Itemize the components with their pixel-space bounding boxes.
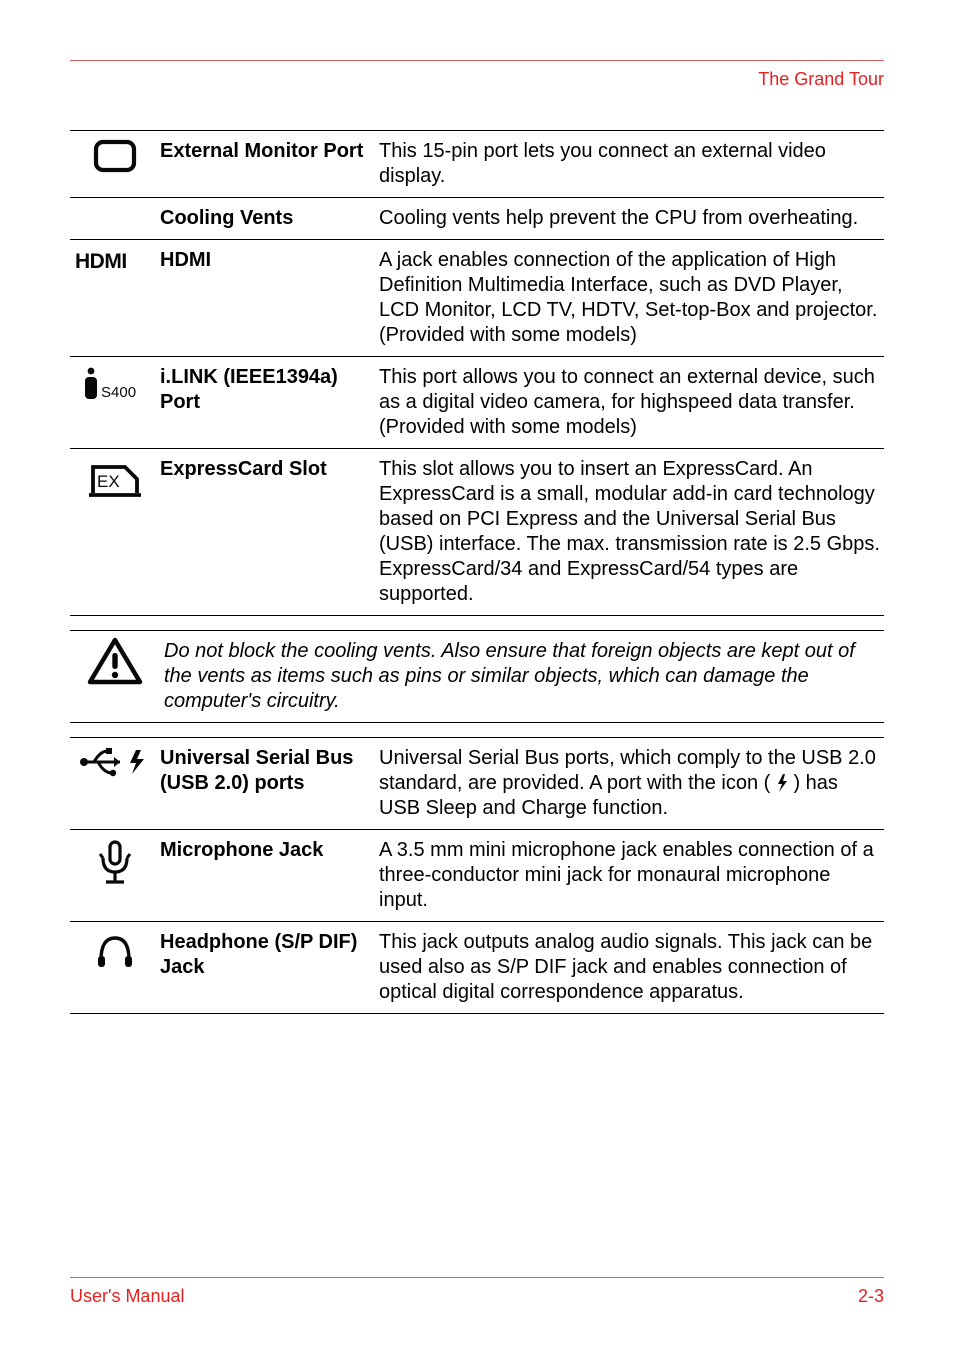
footer-right: 2-3 <box>858 1286 884 1307</box>
table-row: Universal Serial Bus (USB 2.0) ports Uni… <box>70 737 884 829</box>
svg-text:S400: S400 <box>101 384 136 401</box>
page-footer: User's Manual 2-3 <box>70 1277 884 1307</box>
bolt-inline-icon <box>776 774 788 792</box>
row-label: HDMI <box>160 240 375 281</box>
row-desc: Universal Serial Bus ports, which comply… <box>375 738 884 829</box>
row-label: Cooling Vents <box>160 198 375 239</box>
bottom-table: Universal Serial Bus (USB 2.0) ports Uni… <box>70 737 884 1014</box>
row-label: External Monitor Port <box>160 131 375 172</box>
table-row: Headphone (S/P DIF) Jack This jack outpu… <box>70 921 884 1014</box>
table-row: External Monitor Port This 15-pin port l… <box>70 130 884 197</box>
row-desc: This jack outputs analog audio signals. … <box>375 922 884 1013</box>
ilink-icon: S400 <box>79 365 151 405</box>
row-desc: This 15-pin port lets you connect an ext… <box>375 131 884 197</box>
row-label: ExpressCard Slot <box>160 449 375 490</box>
table-row: HDMI HDMI A jack enables connection of t… <box>70 239 884 356</box>
svg-text:HDMI: HDMI <box>75 250 127 273</box>
row-desc: This port allows you to connect an exter… <box>375 357 884 448</box>
warning-icon <box>87 637 143 687</box>
usb-bolt-icon <box>78 746 152 778</box>
caution-block: Do not block the cooling vents. Also ens… <box>70 630 884 723</box>
row-label: Headphone (S/P DIF) Jack <box>160 922 375 988</box>
svg-text:EX: EX <box>97 472 120 491</box>
microphone-icon <box>95 838 135 886</box>
footer-left: User's Manual <box>70 1286 184 1307</box>
table-row: S400 i.LINK (IEEE1394a) Port This port a… <box>70 356 884 448</box>
table-row: Microphone Jack A 3.5 mm mini microphone… <box>70 829 884 921</box>
table-row: Cooling Vents Cooling vents help prevent… <box>70 197 884 239</box>
row-desc: Cooling vents help prevent the CPU from … <box>375 198 884 239</box>
table-row: EX ExpressCard Slot This slot allows you… <box>70 448 884 616</box>
top-table: External Monitor Port This 15-pin port l… <box>70 130 884 616</box>
row-label: i.LINK (IEEE1394a) Port <box>160 357 375 423</box>
page-header: The Grand Tour <box>70 69 884 90</box>
row-label: Microphone Jack <box>160 830 375 871</box>
row-desc: A 3.5 mm mini microphone jack enables co… <box>375 830 884 921</box>
row-desc: A jack enables connection of the applica… <box>375 240 884 356</box>
row-label: Universal Serial Bus (USB 2.0) ports <box>160 738 375 804</box>
expresscard-icon: EX <box>87 457 143 501</box>
caution-text: Do not block the cooling vents. Also ens… <box>160 631 884 722</box>
row-desc: This slot allows you to insert an Expres… <box>375 449 884 615</box>
hdmi-icon: HDMI <box>75 248 155 276</box>
monitor-rect-icon <box>93 139 137 173</box>
headphone-icon <box>93 930 137 970</box>
